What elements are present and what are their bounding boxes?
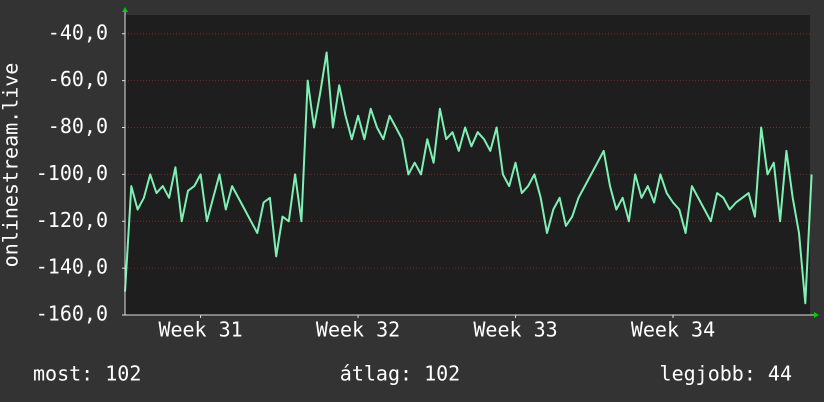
footer-current: most: 102 xyxy=(33,362,141,386)
footer-average: átlag: 102 xyxy=(340,362,460,386)
y-tick-label: -80,0 xyxy=(48,114,108,138)
y-tick-label: -160,0 xyxy=(36,302,108,326)
data-line xyxy=(124,51,813,305)
x-tick-label: Week 33 xyxy=(473,318,557,342)
footer-best: legjobb: 44 xyxy=(660,362,792,386)
x-tick-label: Week 32 xyxy=(316,318,400,342)
y-tick-label: -40,0 xyxy=(48,20,108,44)
plot-area xyxy=(125,15,810,315)
x-axis-arrow xyxy=(814,312,819,318)
y-axis-arrow xyxy=(122,7,128,12)
y-tick-label: -140,0 xyxy=(36,255,108,279)
y-axis-label: onlinestream.live xyxy=(0,63,23,268)
y-tick-label: -60,0 xyxy=(48,67,108,91)
y-tick-label: -120,0 xyxy=(36,208,108,232)
y-tick-label: -100,0 xyxy=(36,161,108,185)
x-tick-label: Week 34 xyxy=(631,318,715,342)
x-tick-label: Week 31 xyxy=(158,318,242,342)
